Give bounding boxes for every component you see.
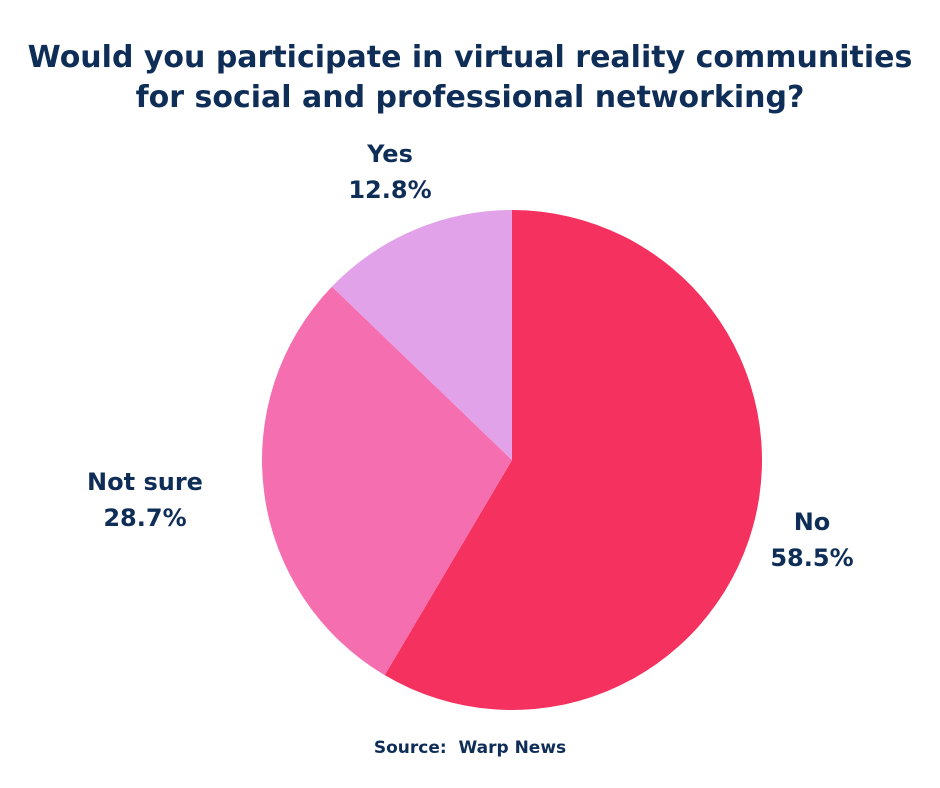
chart-title: Would you participate in virtual reality… [0, 38, 940, 118]
slice-label-not-sure: Not sure 28.7% [70, 464, 220, 536]
slice-label-no-value: 58.5% [770, 544, 854, 572]
slice-label-no-name: No [793, 508, 831, 536]
source-note: Source: Warp News [373, 738, 567, 758]
chart-title-line-1: Would you participate in virtual reality… [27, 40, 913, 75]
slice-label-no: No 58.5% [752, 504, 872, 576]
pie-slice-not-sure [261, 286, 512, 676]
slice-label-yes-value: 12.8% [348, 176, 432, 204]
slice-label-not-sure-value: 28.7% [103, 504, 187, 532]
chart-title-line-2: for social and professional networking? [135, 80, 805, 115]
pie-slice-no [384, 210, 763, 710]
slice-label-not-sure-name: Not sure [87, 468, 203, 496]
slice-label-yes: Yes 12.8% [330, 136, 450, 208]
pie-slice-yes [331, 210, 512, 460]
slice-label-yes-name: Yes [367, 140, 413, 168]
